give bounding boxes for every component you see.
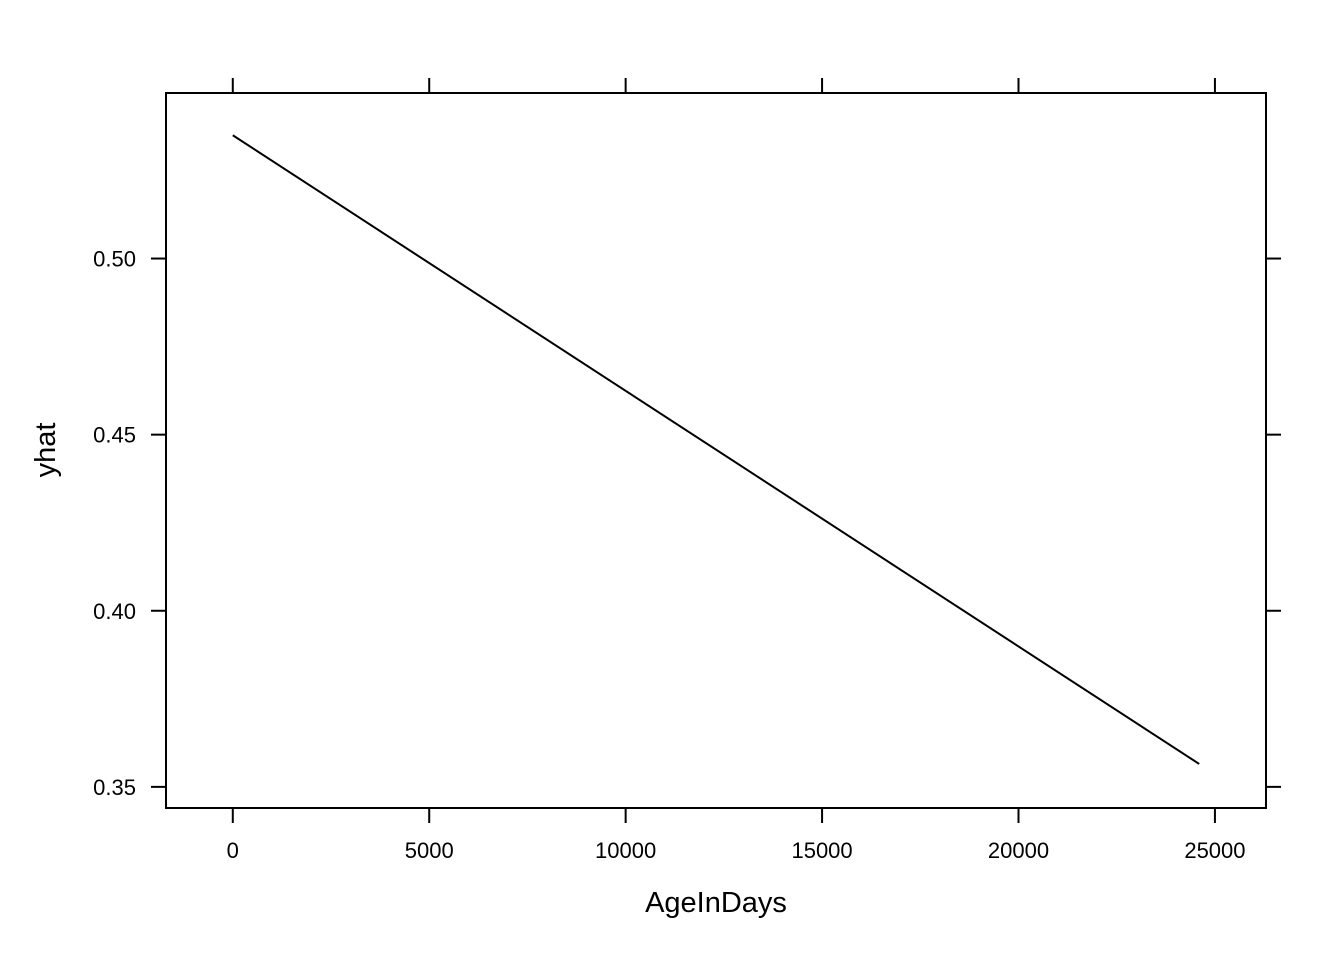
x-tick-label-4: 20000 [988, 838, 1049, 863]
y-tick-labels: 0.35 0.40 0.45 0.50 [93, 247, 136, 800]
y-ticks-left [151, 257, 166, 788]
x-tick-label-1: 5000 [405, 838, 454, 863]
y-ticks-right [1266, 257, 1281, 788]
x-tick-label-5: 25000 [1184, 838, 1245, 863]
series-line-0 [232, 134, 1200, 765]
series-layer [232, 134, 1200, 765]
y-tick-label-0: 0.35 [93, 775, 136, 800]
x-tick-label-2: 10000 [595, 838, 656, 863]
y-tick-label-1: 0.40 [93, 599, 136, 624]
x-axis-title: AgeInDays [645, 887, 787, 919]
x-ticks-bottom [231, 808, 1216, 823]
plot-frame [165, 92, 1267, 809]
y-tick-label-2: 0.45 [93, 423, 136, 448]
x-tick-labels: 0 5000 10000 15000 20000 25000 [227, 838, 1246, 863]
x-tick-label-0: 0 [227, 838, 239, 863]
x-tick-label-3: 15000 [791, 838, 852, 863]
x-ticks-top [231, 78, 1216, 93]
y-tick-label-3: 0.50 [93, 247, 136, 272]
y-axis-title: yhat [30, 423, 62, 478]
